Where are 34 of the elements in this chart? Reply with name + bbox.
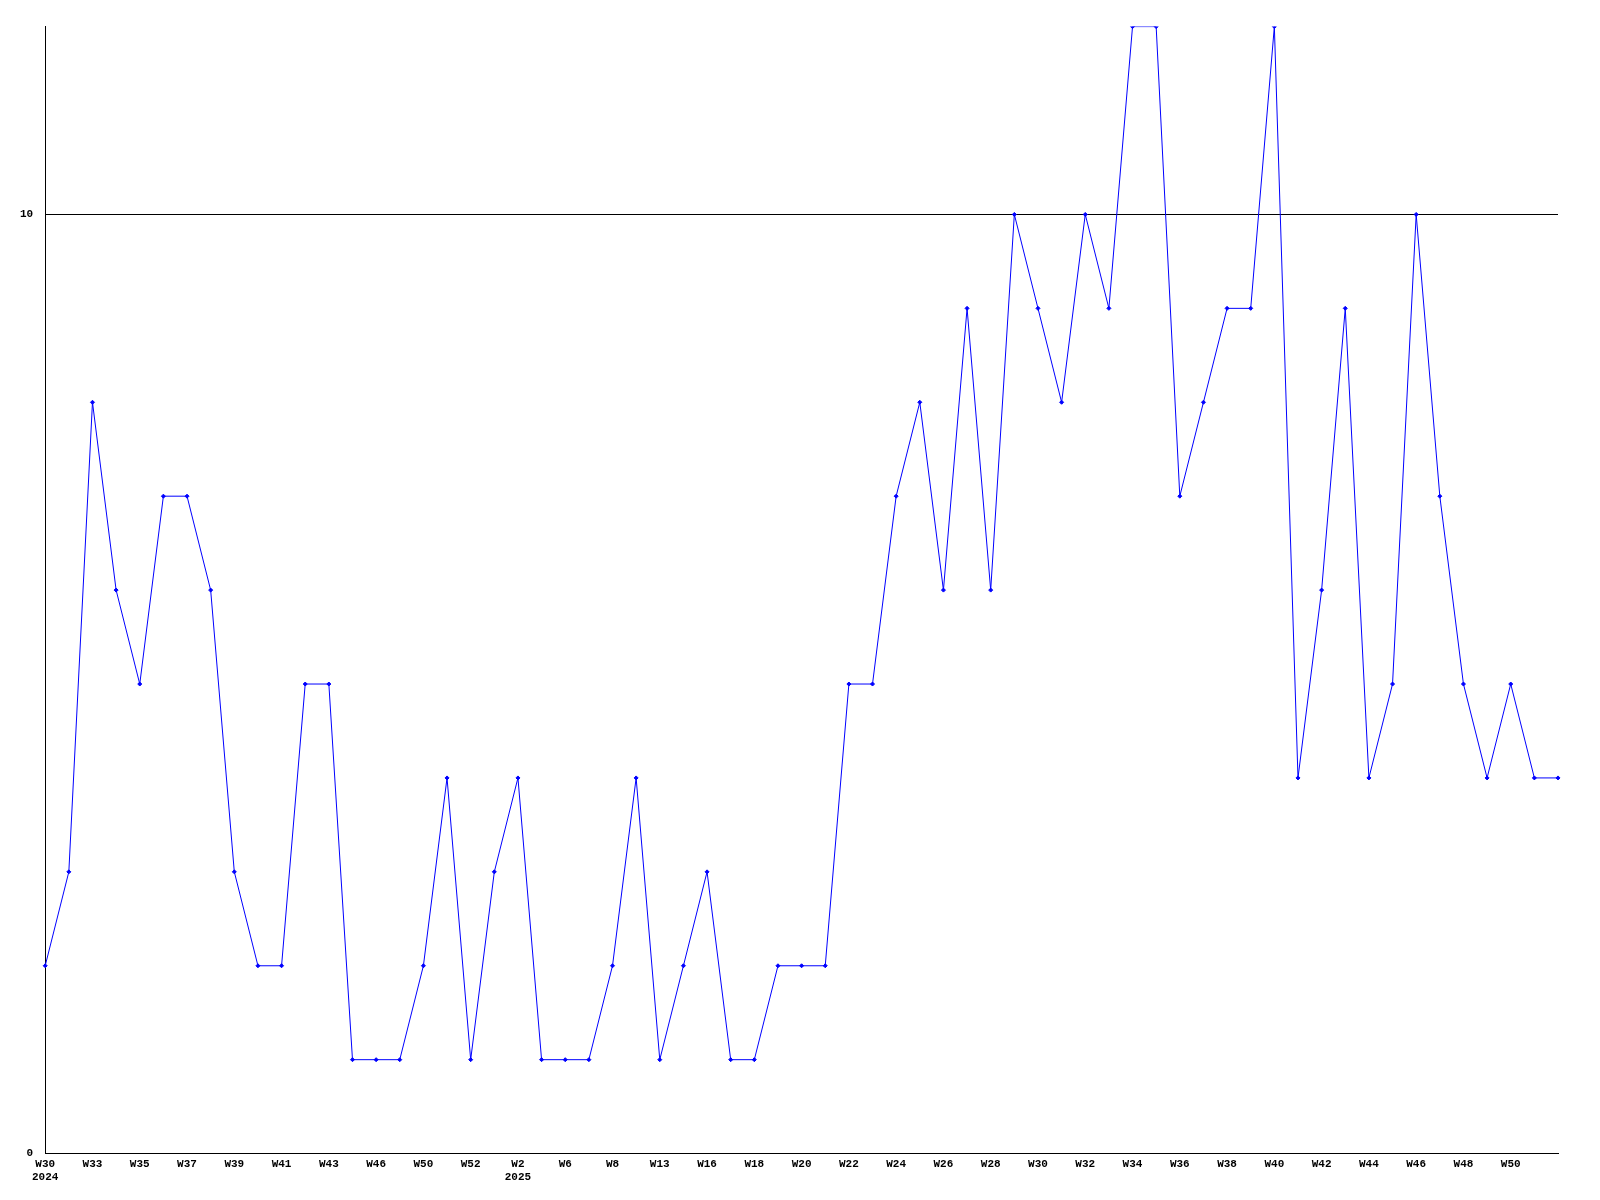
x-tick-label: W32 <box>1075 1157 1096 1170</box>
x-tick-label: W40 <box>1264 1157 1285 1170</box>
x-tick-label: W38 <box>1217 1157 1238 1170</box>
x-tick-label: W33 <box>82 1157 103 1170</box>
y-tick-label: 0 <box>26 1147 34 1160</box>
x-tick-label: W41 <box>271 1157 292 1170</box>
x-tick-label: W8 <box>605 1157 620 1170</box>
x-tick-label: W37 <box>177 1157 197 1170</box>
x-tick-label: W50 <box>1500 1157 1521 1170</box>
x-tick-label: W44 <box>1358 1157 1380 1170</box>
x-tick-label: W24 <box>886 1157 907 1170</box>
x-tick-label: W46 <box>366 1157 387 1170</box>
y-tick-label: 10 <box>20 208 34 221</box>
x-tick-label: W34 <box>1122 1157 1143 1170</box>
x-tick-label: W36 <box>1169 1157 1190 1170</box>
x-tick-label: W46 <box>1406 1157 1427 1170</box>
x-tick-label: W30 <box>1028 1157 1048 1170</box>
x-tick-label: W20 <box>791 1157 812 1170</box>
x-tick-label: W6 <box>558 1157 572 1170</box>
x-tick-label: W18 <box>744 1157 765 1170</box>
x-tick-label: W39 <box>224 1157 245 1170</box>
x-tick-label: W35 <box>129 1157 151 1170</box>
x-tick-label: W42 <box>1311 1157 1332 1170</box>
x-tick-label: W52 <box>460 1157 481 1170</box>
x-tick-label: W13 <box>649 1157 671 1170</box>
x-tick-label: W22 <box>838 1157 859 1170</box>
x-tick-label: W48 <box>1453 1157 1474 1170</box>
x-tick-label: W50 <box>413 1157 434 1170</box>
x-tick-label: W2 2025 <box>504 1157 532 1184</box>
x-tick-label: W30 2024 <box>32 1157 59 1184</box>
x-tick-label: W16 <box>697 1157 717 1170</box>
x-tick-label: W26 <box>933 1157 954 1170</box>
x-tick-label: W43 <box>318 1157 340 1170</box>
x-tick-label: W28 <box>980 1157 1001 1170</box>
